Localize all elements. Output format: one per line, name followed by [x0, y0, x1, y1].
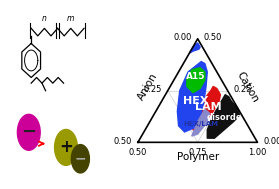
Text: m: m	[67, 14, 74, 23]
Text: HEX: HEX	[182, 96, 208, 106]
Text: disorder: disorder	[206, 113, 246, 122]
Text: 0.50: 0.50	[114, 137, 132, 146]
Text: 0.00: 0.00	[263, 137, 279, 146]
Text: Anion: Anion	[136, 72, 159, 102]
Text: −: −	[21, 123, 36, 141]
Polygon shape	[192, 109, 210, 136]
Text: +: +	[59, 138, 73, 156]
Text: 0.50: 0.50	[129, 148, 147, 157]
Text: 1.00: 1.00	[248, 148, 267, 157]
Text: Polymer: Polymer	[177, 152, 219, 162]
Text: A15: A15	[186, 72, 205, 81]
Text: n: n	[42, 14, 47, 23]
Circle shape	[55, 129, 77, 165]
Polygon shape	[177, 62, 207, 132]
Text: 0.75: 0.75	[188, 148, 207, 157]
Circle shape	[71, 145, 89, 173]
Text: Cation: Cation	[235, 70, 261, 104]
Polygon shape	[207, 95, 240, 138]
Text: 0.25: 0.25	[143, 85, 162, 94]
Polygon shape	[189, 43, 200, 53]
Polygon shape	[193, 86, 220, 130]
Text: HEX/LAM: HEX/LAM	[184, 121, 219, 127]
Text: 0.50: 0.50	[204, 33, 222, 42]
Circle shape	[17, 114, 40, 150]
Text: −: −	[74, 152, 86, 166]
Text: 0.00: 0.00	[173, 33, 192, 42]
Text: 0.25: 0.25	[234, 85, 252, 94]
Text: LAM: LAM	[195, 102, 222, 112]
Polygon shape	[187, 68, 205, 93]
